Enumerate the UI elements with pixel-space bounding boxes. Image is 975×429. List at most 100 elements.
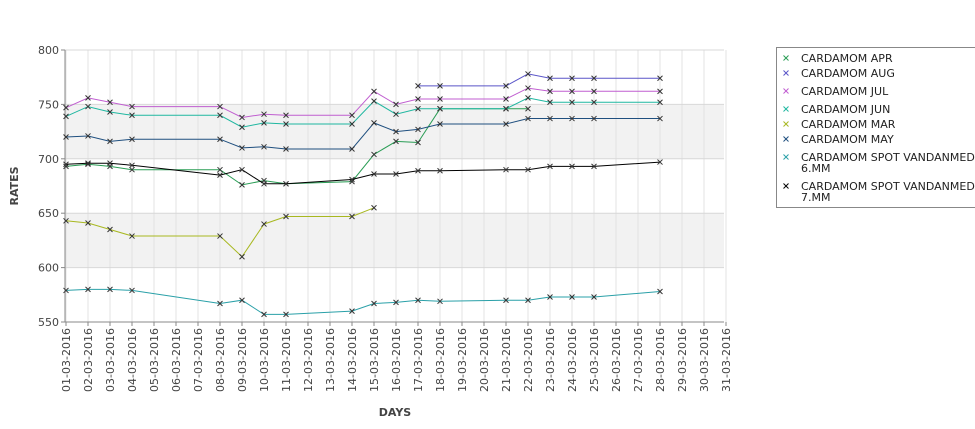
legend-label: CARDAMOM MAR: [801, 118, 896, 131]
legend-label: CARDAMOM SPOT VANDANMEDU: [801, 180, 975, 193]
series-5: [63, 204, 377, 260]
data-point: [239, 297, 245, 304]
data-point: [239, 114, 245, 121]
data-point: [129, 112, 135, 119]
data-point: [129, 233, 135, 239]
legend-label: CARDAMOM MAY: [801, 133, 894, 146]
data-point: [415, 297, 421, 304]
data-point: [85, 103, 91, 110]
data-point: [239, 145, 245, 151]
data-point: [437, 83, 443, 89]
data-point: [349, 176, 355, 183]
data-point: [85, 161, 91, 168]
y-tick-label: 700: [38, 153, 59, 166]
x-tick-label: 19-03-2016: [456, 328, 469, 392]
data-point: [371, 171, 377, 177]
y-axis-title: RATES: [8, 166, 21, 205]
data-point: [261, 180, 267, 187]
x-tick-label: 01-03-2016: [60, 328, 73, 392]
data-point: [107, 99, 113, 106]
data-point: [85, 133, 91, 139]
data-point: [129, 166, 135, 173]
data-point: [349, 308, 355, 314]
data-point: [107, 160, 113, 167]
y-tick-label: 600: [38, 262, 59, 275]
data-point: [591, 163, 597, 170]
x-tick-label: 12-03-2016: [302, 328, 315, 392]
data-point: [283, 146, 289, 152]
legend-marker: [783, 154, 789, 160]
data-point: [217, 172, 223, 178]
legend-entry: CARDAMOM AUG: [783, 67, 895, 80]
data-point: [107, 286, 113, 293]
legend-entry: CARDAMOM JUL: [783, 85, 889, 98]
data-point: [393, 128, 399, 135]
data-point: [393, 299, 399, 306]
data-point: [349, 213, 355, 220]
x-tick-label: 07-03-2016: [192, 328, 205, 392]
legend-marker: [783, 55, 789, 61]
x-tick-label: 02-03-2016: [82, 328, 95, 392]
plot-area: [65, 50, 724, 322]
x-tick-label: 11-03-2016: [280, 328, 293, 392]
data-point: [525, 85, 531, 91]
series-3: [63, 85, 663, 121]
series-6: [63, 115, 663, 152]
x-tick-label: 05-03-2016: [148, 328, 161, 392]
legend-label-line2: 7.MM: [801, 191, 830, 204]
data-point: [217, 166, 223, 173]
data-point: [503, 96, 509, 102]
data-point: [239, 166, 245, 173]
data-point: [129, 162, 135, 169]
data-point: [63, 163, 69, 170]
data-point: [393, 111, 399, 118]
data-point: [217, 233, 223, 239]
legend-marker: [783, 121, 789, 127]
data-point: [261, 311, 267, 318]
legend-label: CARDAMOM APR: [801, 52, 893, 65]
legend-marker: [783, 70, 789, 76]
data-point: [525, 71, 531, 77]
data-point: [63, 287, 69, 294]
data-point: [63, 104, 69, 111]
x-tick-label: 13-03-2016: [324, 328, 337, 392]
data-point: [415, 83, 421, 89]
data-point: [591, 75, 597, 82]
data-point: [437, 298, 443, 305]
data-point: [283, 180, 289, 187]
data-point: [415, 96, 421, 102]
data-point: [217, 136, 223, 143]
data-point: [393, 138, 399, 145]
series-4: [63, 95, 663, 131]
data-point: [261, 111, 267, 118]
data-point: [349, 121, 355, 127]
data-point: [107, 138, 113, 145]
data-point: [129, 103, 135, 110]
data-point: [371, 300, 377, 307]
data-point: [437, 167, 443, 174]
data-point: [437, 121, 443, 127]
series-2: [415, 71, 663, 89]
legend-box: [776, 47, 975, 208]
data-point: [217, 103, 223, 110]
x-tick-label: 18-03-2016: [434, 328, 447, 392]
data-point: [525, 105, 531, 112]
y-tick-label: 800: [38, 44, 59, 57]
data-point: [85, 95, 91, 101]
legend-marker: [783, 136, 789, 142]
x-tick-label: 14-03-2016: [346, 328, 359, 392]
data-point: [85, 286, 91, 293]
series-group: [63, 71, 663, 318]
data-point: [657, 75, 663, 82]
data-point: [547, 88, 553, 95]
data-point: [217, 112, 223, 119]
data-point: [85, 220, 91, 226]
data-point: [569, 294, 575, 300]
data-point: [393, 171, 399, 177]
legend-entry: CARDAMOM MAY: [783, 133, 894, 146]
series-line: [418, 73, 660, 87]
data-point: [591, 294, 597, 300]
data-point: [85, 160, 91, 167]
data-point: [569, 115, 575, 122]
